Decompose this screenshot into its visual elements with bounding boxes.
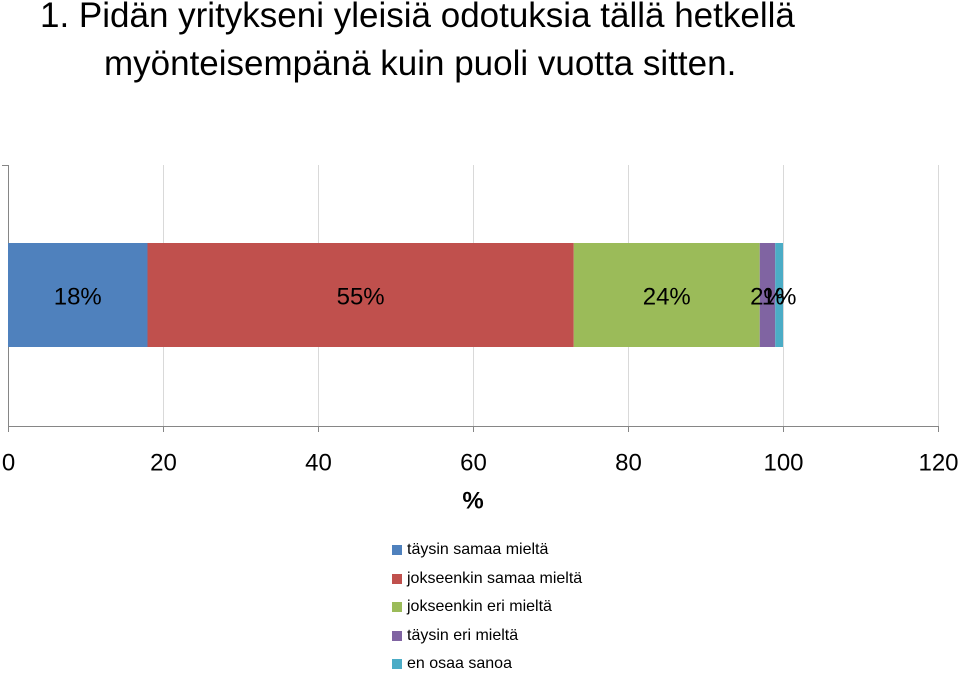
x-axis-title: %: [462, 487, 483, 514]
chart-title-line2: myönteisempänä kuin puoli vuotta sitten.: [104, 44, 737, 83]
legend-swatch: [392, 630, 402, 641]
legend-swatch: [392, 659, 402, 670]
legend-item: täysin eri mieltä: [392, 622, 582, 651]
x-tick-label: 20: [150, 449, 177, 476]
legend-swatch: [392, 573, 402, 584]
legend-label: jokseenkin samaa mieltä: [407, 569, 583, 587]
data-label: 24%: [643, 283, 691, 310]
x-tick-label: 100: [763, 449, 803, 476]
chart-title-line1: 1. Pidän yritykseni yleisiä odotuksia tä…: [40, 0, 795, 35]
bar-segment: [147, 243, 574, 347]
x-tick-label: 40: [305, 449, 332, 476]
legend-label: täysin eri mieltä: [407, 626, 519, 644]
legend-item: jokseenkin eri mieltä: [392, 593, 582, 622]
data-label: 55%: [337, 283, 385, 310]
x-tick-label: 0: [2, 449, 15, 476]
bar-segment: [759, 243, 776, 347]
chart-legend: täysin samaa mieltä jokseenkin samaa miel…: [392, 536, 582, 679]
chart-title: 1. Pidän yritykseni yleisiä odotuksia tä…: [0, 0, 960, 88]
legend-swatch: [392, 545, 402, 556]
x-tick-label: 80: [615, 449, 642, 476]
legend-label: en osaa sanoa: [407, 655, 512, 673]
legend-label: jokseenkin eri mieltä: [407, 598, 552, 616]
data-label: 2%: [750, 283, 785, 310]
x-tick-label: 60: [460, 449, 487, 476]
bar-segment: [573, 243, 760, 347]
data-label: 1%: [762, 283, 797, 310]
bar-segment: [775, 243, 783, 347]
bar-segment: [8, 243, 148, 347]
x-tick-label: 120: [918, 449, 958, 476]
legend-swatch: [392, 602, 402, 613]
legend-item: en osaa sanoa: [392, 650, 582, 679]
legend-label: täysin samaa mieltä: [407, 541, 549, 559]
data-label: 18%: [54, 283, 102, 310]
legend-item: täysin samaa mieltä: [392, 536, 582, 565]
legend-item: jokseenkin samaa mieltä: [392, 565, 582, 594]
